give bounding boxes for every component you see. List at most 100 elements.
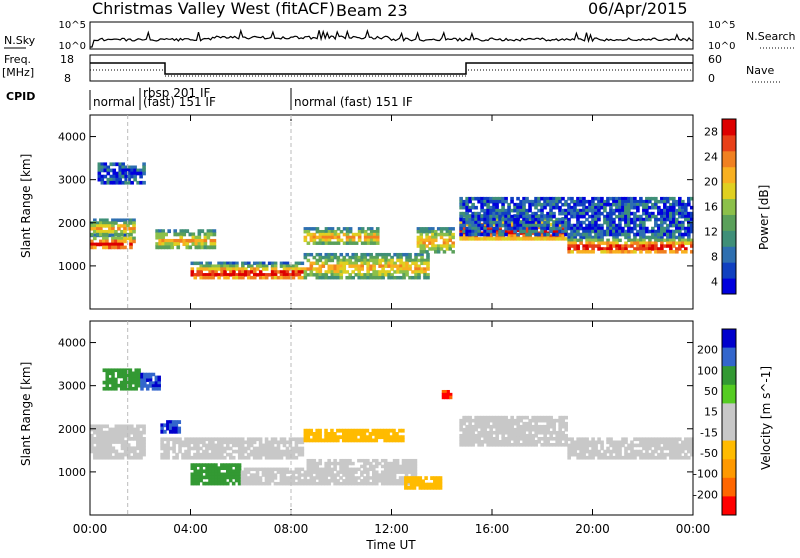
velocity-cell xyxy=(202,440,206,445)
power-cell xyxy=(633,238,637,243)
velocity-cell xyxy=(312,438,316,443)
power-cell xyxy=(428,227,432,231)
velocity-cell xyxy=(600,440,604,445)
power-cell xyxy=(471,229,475,234)
velocity-cell xyxy=(90,437,94,441)
velocity-cell xyxy=(624,452,628,457)
velocity-cell xyxy=(217,475,221,480)
velocity-cell xyxy=(347,428,352,433)
power-cell xyxy=(185,245,190,250)
velocity-cell xyxy=(412,476,417,481)
power-cell xyxy=(642,202,646,207)
velocity-cell xyxy=(672,443,676,448)
velocity-cell xyxy=(386,470,391,474)
power-cell xyxy=(525,211,529,216)
power-cell xyxy=(351,241,356,245)
power-cell xyxy=(462,223,466,228)
velocity-cell xyxy=(516,433,520,438)
velocity-cell xyxy=(160,452,164,457)
velocity-cell xyxy=(90,446,94,451)
power-cell xyxy=(546,217,550,222)
power-cell xyxy=(465,237,469,241)
power-cell xyxy=(465,202,469,207)
velocity-cell xyxy=(243,481,248,486)
power-cell xyxy=(675,223,679,228)
velocity-cell xyxy=(294,476,299,480)
power-cell xyxy=(483,222,487,227)
power-cell xyxy=(528,237,532,241)
power-cell xyxy=(117,245,121,250)
power-cell xyxy=(132,229,136,234)
velocity-cell xyxy=(374,458,379,463)
power-cell xyxy=(678,223,682,228)
power-cell xyxy=(471,211,475,216)
colorbar-tick-label: 12 xyxy=(704,226,718,239)
power-cell xyxy=(618,244,622,248)
power-cell xyxy=(462,237,466,241)
velocity-cell xyxy=(401,438,405,443)
velocity-cell xyxy=(196,452,200,457)
power-cell xyxy=(666,226,670,231)
velocity-cell xyxy=(255,473,260,477)
power-cell xyxy=(561,225,565,230)
power-cell xyxy=(205,273,209,277)
power-cell xyxy=(549,217,553,222)
power-cell xyxy=(96,221,100,225)
velocity-cell xyxy=(105,455,110,460)
power-cell xyxy=(624,235,628,240)
velocity-cell xyxy=(187,452,191,457)
velocity-cell xyxy=(249,479,254,483)
power-cell xyxy=(570,241,574,245)
power-cell xyxy=(354,258,359,263)
power-cell xyxy=(522,205,526,210)
power-cell xyxy=(330,235,335,240)
velocity-cell xyxy=(389,428,393,433)
power-cell xyxy=(223,270,227,274)
velocity-cell xyxy=(171,420,176,424)
velocity-cell xyxy=(609,452,613,457)
power-cell xyxy=(474,232,478,237)
power-cell xyxy=(351,270,356,274)
power-cell xyxy=(255,264,260,268)
power-cell xyxy=(567,235,571,240)
power-cell xyxy=(681,211,685,216)
velocity-cell xyxy=(163,449,167,454)
velocity-cell xyxy=(258,443,263,448)
power-cell xyxy=(543,199,547,204)
velocity-cell xyxy=(291,437,296,442)
power-cell xyxy=(420,252,424,257)
velocity-cell xyxy=(409,476,414,481)
power-cell xyxy=(489,208,493,213)
velocity-cell xyxy=(624,440,628,445)
velocity-cell xyxy=(214,455,218,460)
colorbar-swatch xyxy=(722,366,736,386)
power-cell xyxy=(570,214,574,219)
velocity-cell xyxy=(240,481,245,486)
power-cell xyxy=(489,205,493,210)
velocity-cell xyxy=(174,423,179,428)
velocity-cell xyxy=(264,443,269,448)
power-cell xyxy=(624,241,628,245)
power-cell xyxy=(681,250,685,254)
velocity-cell xyxy=(513,436,517,441)
power-cell xyxy=(669,205,673,210)
velocity-cell xyxy=(645,440,649,445)
power-cell xyxy=(294,264,299,268)
velocity-cell xyxy=(231,463,236,467)
velocity-cell xyxy=(576,437,580,442)
power-cell xyxy=(504,217,508,222)
power-cell xyxy=(330,241,335,245)
power-cell xyxy=(558,220,562,225)
power-cell xyxy=(214,264,218,268)
velocity-cell xyxy=(166,440,170,445)
velocity-cell xyxy=(99,440,103,444)
velocity-cell xyxy=(122,374,127,379)
velocity-cell xyxy=(537,427,541,432)
velocity-cell xyxy=(681,455,685,460)
power-cell xyxy=(351,275,356,280)
velocity-cell xyxy=(585,437,589,442)
velocity-cell xyxy=(624,437,628,442)
velocity-cell xyxy=(339,428,343,433)
power-cell xyxy=(448,247,453,251)
